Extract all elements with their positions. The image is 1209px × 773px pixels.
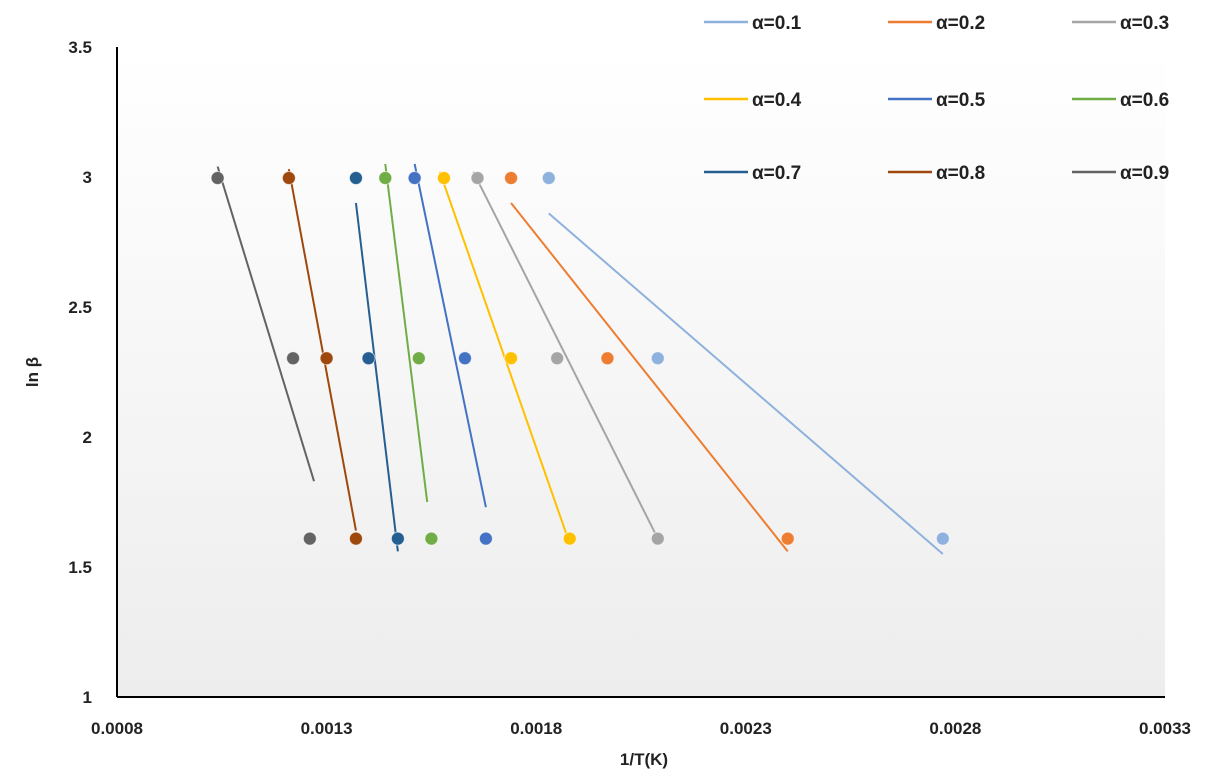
fit-line-8	[287, 169, 357, 531]
x-tick-label: 0.0008	[91, 719, 143, 738]
y-tick-label: 2	[83, 428, 92, 447]
x-tick-label: 0.0018	[510, 719, 562, 738]
fit-line-9	[216, 166, 315, 482]
x-tick-label: 0.0028	[929, 719, 981, 738]
data-point	[650, 531, 665, 546]
legend-label: α=0.7	[752, 163, 801, 184]
y-tick-label: 3	[83, 168, 92, 187]
data-point	[457, 351, 472, 366]
fit-line-1	[548, 212, 944, 555]
data-point	[504, 171, 519, 186]
data-point	[319, 351, 334, 366]
data-point	[361, 351, 376, 366]
data-point	[470, 171, 485, 186]
legend-item: α=0.6	[1072, 90, 1169, 111]
data-point	[407, 171, 422, 186]
data-point	[541, 171, 556, 186]
data-point	[348, 531, 363, 546]
x-tick-label: 0.0033	[1139, 719, 1191, 738]
legend-item: α=0.5	[888, 90, 986, 111]
legend-item: α=0.2	[888, 13, 985, 34]
legend-item: α=0.3	[1072, 13, 1169, 34]
data-point	[411, 351, 426, 366]
legend-label: α=0.8	[936, 163, 985, 184]
y-tick-label: 1	[83, 688, 92, 707]
legend-label: α=0.3	[1120, 13, 1169, 34]
y-tick-label: 2.5	[68, 298, 92, 317]
fit-line-6	[384, 163, 429, 503]
legend-item: α=0.9	[1072, 163, 1169, 184]
legend-item: α=0.8	[888, 163, 985, 184]
data-point	[210, 171, 225, 186]
data-point	[436, 171, 451, 186]
x-tick-label: 0.0023	[720, 719, 772, 738]
legend-item: α=0.7	[704, 163, 801, 184]
data-point	[302, 531, 317, 546]
data-point	[550, 351, 565, 366]
legend-label: α=0.4	[752, 90, 802, 111]
data-point	[348, 171, 363, 186]
data-point	[378, 171, 393, 186]
legend-label: α=0.6	[1120, 90, 1169, 111]
legend-label: α=0.1	[752, 13, 802, 34]
legend-item: α=0.1	[704, 13, 802, 34]
data-point	[286, 351, 301, 366]
data-point	[281, 171, 296, 186]
fit-line-2	[510, 202, 789, 553]
data-point	[424, 531, 439, 546]
fit-line-3	[472, 171, 659, 539]
fit-line-5	[413, 163, 487, 508]
data-point	[562, 531, 577, 546]
y-tick-label: 1.5	[68, 558, 92, 577]
legend-label: α=0.5	[936, 90, 986, 111]
y-axis-title: ln β	[23, 357, 42, 387]
data-point	[504, 351, 519, 366]
legend-item: α=0.4	[704, 90, 802, 111]
data-point	[390, 531, 405, 546]
plot-area	[117, 47, 1165, 697]
y-tick-label: 3.5	[68, 38, 92, 57]
legend-label: α=0.9	[1120, 163, 1169, 184]
fit-line-7	[354, 202, 399, 552]
data-point	[650, 351, 665, 366]
data-point	[780, 531, 795, 546]
data-point	[478, 531, 493, 546]
legend-label: α=0.2	[936, 13, 985, 34]
x-axis-title: 1/T(K)	[620, 750, 668, 769]
x-tick-label: 0.0013	[301, 719, 353, 738]
data-point	[600, 351, 615, 366]
data-point	[935, 531, 950, 546]
